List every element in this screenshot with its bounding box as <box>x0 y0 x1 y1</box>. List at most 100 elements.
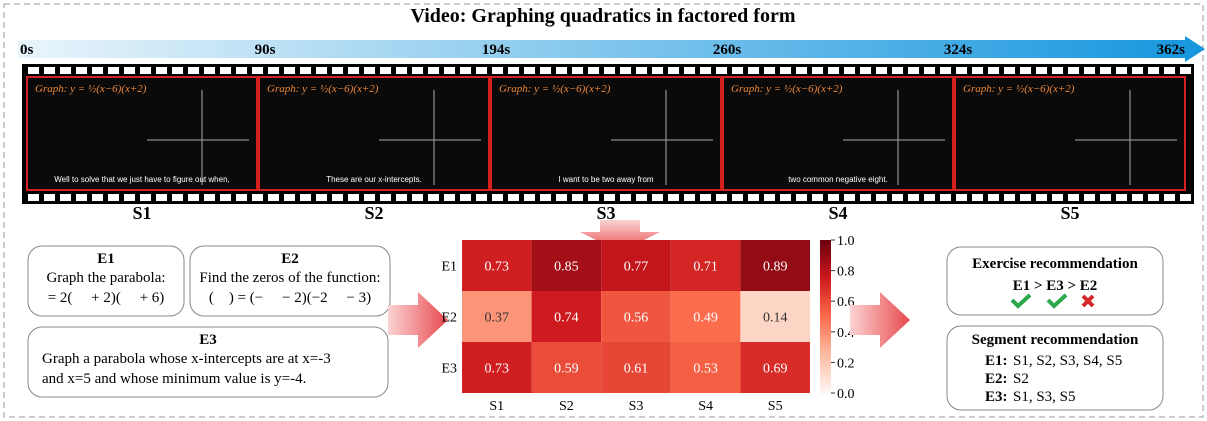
col-label: S4 <box>698 399 713 414</box>
sprocket <box>316 194 327 201</box>
sprocket <box>620 67 631 74</box>
rec-key: E2: <box>985 371 1008 387</box>
sprocket <box>236 67 247 74</box>
sprocket <box>172 67 183 74</box>
sprocket <box>1068 67 1079 74</box>
sprocket <box>1148 194 1159 201</box>
sprocket <box>844 194 855 201</box>
rec-key: E3: <box>985 389 1008 405</box>
sprocket <box>92 67 103 74</box>
sprocket <box>332 194 343 201</box>
col-label: S2 <box>559 399 574 414</box>
cell-label: 0.73 <box>485 362 510 377</box>
box-title: Exercise recommendation <box>972 256 1138 272</box>
sprocket <box>1084 194 1095 201</box>
sprocket <box>252 67 263 74</box>
cell-label: 0.59 <box>554 362 579 377</box>
sprocket <box>284 67 295 74</box>
sprocket <box>188 67 199 74</box>
sprocket <box>412 194 423 201</box>
cell-label: 0.74 <box>554 311 579 326</box>
row-label: E3 <box>441 362 457 377</box>
sprocket <box>428 194 439 201</box>
sprocket <box>44 67 55 74</box>
sprocket <box>860 194 871 201</box>
sprocket <box>764 67 775 74</box>
sprocket <box>268 67 279 74</box>
sprocket <box>1052 67 1063 74</box>
cell-label: 0.14 <box>763 311 788 326</box>
segment-label: S1 <box>132 203 151 223</box>
sprocket <box>828 194 839 201</box>
cell-label: 0.85 <box>554 260 579 275</box>
sprocket <box>396 67 407 74</box>
cell-label: 0.73 <box>485 260 510 275</box>
sprocket <box>44 194 55 201</box>
sprocket <box>604 194 615 201</box>
sprocket <box>1132 67 1143 74</box>
exercise-id: E1 <box>97 251 115 267</box>
sprocket <box>140 67 151 74</box>
sprocket <box>556 194 567 201</box>
sprocket <box>1068 194 1079 201</box>
sprocket <box>396 194 407 201</box>
time-label: 90s <box>255 42 276 58</box>
sprocket <box>476 194 487 201</box>
sprocket <box>924 67 935 74</box>
exercise-text: and x=5 and whose minimum value is y=-4. <box>42 371 306 387</box>
board-text: Graph: y = ½(x−6)(x+2) <box>35 83 147 95</box>
sprocket <box>204 194 215 201</box>
sprocket <box>332 67 343 74</box>
sprocket <box>972 194 983 201</box>
sprocket <box>956 67 967 74</box>
sprocket <box>380 194 391 201</box>
sprocket <box>428 67 439 74</box>
sprocket <box>364 67 375 74</box>
sprocket <box>540 194 551 201</box>
sprocket <box>892 194 903 201</box>
sprocket <box>1180 194 1191 201</box>
box-title: Segment recommendation <box>972 332 1139 348</box>
sprocket <box>1036 67 1047 74</box>
sprocket <box>844 67 855 74</box>
sprocket <box>252 194 263 201</box>
sprocket <box>524 194 535 201</box>
sprocket <box>460 67 471 74</box>
caption: These are our x-intercepts. <box>326 175 422 184</box>
colorbar-label: 0.2 <box>837 356 855 371</box>
sprocket <box>1116 67 1127 74</box>
sprocket <box>76 194 87 201</box>
sprocket <box>1020 194 1031 201</box>
sprocket <box>1004 67 1015 74</box>
sprocket <box>156 67 167 74</box>
sprocket <box>764 194 775 201</box>
sprocket <box>236 194 247 201</box>
sprocket <box>492 194 503 201</box>
sprocket <box>1116 194 1127 201</box>
sprocket <box>636 194 647 201</box>
sprocket <box>460 194 471 201</box>
sprocket <box>748 67 759 74</box>
time-label: 194s <box>482 42 511 58</box>
sprocket <box>716 67 727 74</box>
sprocket <box>76 67 87 74</box>
sprocket <box>876 67 887 74</box>
board-text: Graph: y = ½(x−6)(x+2) <box>267 83 379 95</box>
exercise-text: = 2( + 2)( + 6) <box>48 290 165 306</box>
sprocket <box>508 194 519 201</box>
sprocket <box>668 194 679 201</box>
sprocket <box>572 194 583 201</box>
sprocket <box>1180 67 1191 74</box>
board-text: Graph: y = ½(x−6)(x+2) <box>963 83 1075 95</box>
sprocket <box>780 67 791 74</box>
sprocket <box>364 194 375 201</box>
sprocket <box>1148 67 1159 74</box>
sprocket <box>620 194 631 201</box>
sprocket <box>988 67 999 74</box>
col-label: S3 <box>629 399 644 414</box>
sprocket <box>700 67 711 74</box>
sprocket <box>908 194 919 201</box>
sprocket <box>924 194 935 201</box>
figure: Video: Graphing quadratics in factored f… <box>0 0 1207 421</box>
sprocket <box>796 67 807 74</box>
